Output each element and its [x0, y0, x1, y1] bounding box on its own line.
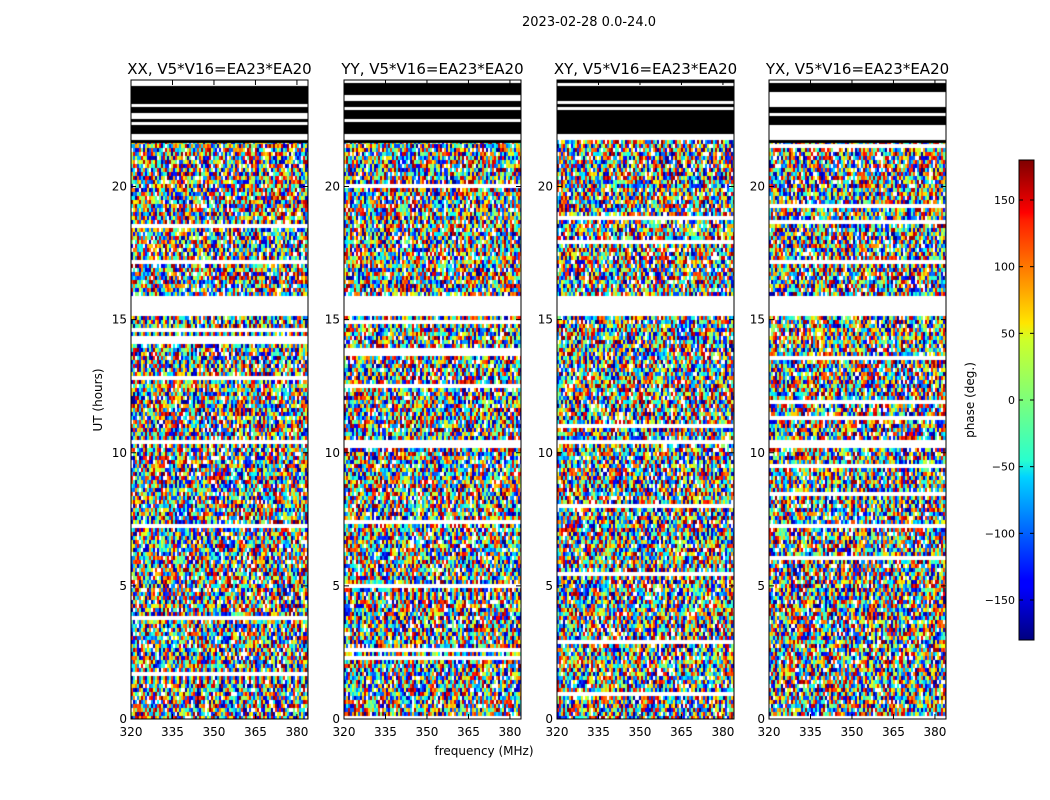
x-tick-label: 320: [120, 725, 143, 739]
panel-frame: [343, 79, 522, 720]
colorbar-tick-label: −150: [985, 594, 1015, 607]
colorbar-tick-label: 50: [1001, 327, 1015, 340]
x-tick-label: 365: [882, 725, 905, 739]
x-tick-label: 365: [244, 725, 267, 739]
panel-heatmap: [557, 80, 734, 719]
panel-frame: [130, 79, 309, 720]
y-tick-label: 10: [112, 446, 127, 460]
x-tick-label: 380: [498, 725, 521, 739]
panel-heatmap: [344, 80, 521, 719]
y-tick-label: 5: [119, 579, 127, 593]
panel-title: YX, V5*V16=EA23*EA20: [765, 60, 949, 78]
x-tick-label: 335: [374, 725, 397, 739]
y-tick-label: 10: [325, 446, 340, 460]
x-tick-label: 335: [799, 725, 822, 739]
y-tick-label: 20: [538, 180, 553, 194]
panel-title: XY, V5*V16=EA23*EA20: [554, 60, 737, 78]
panel-title: XX, V5*V16=EA23*EA20: [127, 60, 311, 78]
y-tick-label: 20: [325, 180, 340, 194]
colorbar-label: phase (deg.): [963, 362, 977, 438]
panel-frame: [768, 79, 947, 720]
panel-heatmap: [131, 80, 308, 719]
y-tick-label: 15: [750, 313, 765, 327]
x-axis-label: frequency (MHz): [434, 744, 533, 758]
y-tick-label: 15: [325, 313, 340, 327]
y-tick-label: 10: [750, 446, 765, 460]
y-tick-label: 0: [332, 712, 340, 726]
y-axis-label: UT (hours): [91, 368, 105, 431]
panel-title: YY, V5*V16=EA23*EA20: [340, 60, 523, 78]
panel-heatmap: [769, 80, 946, 719]
y-tick-label: 15: [538, 313, 553, 327]
x-tick-label: 320: [546, 725, 569, 739]
y-tick-label: 0: [757, 712, 765, 726]
panel-frame: [556, 79, 735, 720]
x-tick-label: 380: [923, 725, 946, 739]
y-tick-label: 0: [119, 712, 127, 726]
x-tick-label: 320: [333, 725, 356, 739]
figure-suptitle: 2023-02-28 0.0-24.0: [522, 15, 656, 30]
x-tick-label: 350: [203, 725, 226, 739]
colorbar-tick-label: 150: [994, 194, 1015, 207]
colorbar: 150 100 50 0 −50 −100 −150 phase (deg.): [963, 159, 1035, 641]
x-tick-label: 380: [711, 725, 734, 739]
y-tick-label: 0: [545, 712, 553, 726]
panel-1: XX, V5*V16=EA23*EA20 320 335 350 365 380 0 5 10 1…: [112, 60, 312, 739]
panels: XX, V5*V16=EA23*EA20 320 335 350 365 380 0 5 10 1…: [112, 60, 949, 739]
colorbar-tick-label: −50: [992, 461, 1015, 474]
panel-4: YX, V5*V16=EA23*EA20 320 335 350 365 380 0 5 10 1…: [750, 60, 949, 739]
y-tick-label: 20: [112, 180, 127, 194]
panel-3: XY, V5*V16=EA23*EA20 320 335 350 365 380 0 5 10 1…: [538, 60, 737, 739]
x-tick-label: 365: [670, 725, 693, 739]
x-tick-label: 335: [161, 725, 184, 739]
x-tick-label: 335: [587, 725, 610, 739]
panel-2: YY, V5*V16=EA23*EA20 320 335 350 365 380 0 5 10 1…: [325, 60, 524, 739]
y-tick-label: 5: [757, 579, 765, 593]
colorbar-tick-label: 0: [1008, 394, 1015, 407]
y-tick-label: 20: [750, 180, 765, 194]
y-tick-label: 5: [545, 579, 553, 593]
x-tick-label: 320: [758, 725, 781, 739]
x-tick-label: 380: [285, 725, 308, 739]
x-tick-label: 350: [841, 725, 864, 739]
x-tick-label: 350: [629, 725, 652, 739]
y-tick-label: 5: [332, 579, 340, 593]
y-tick-label: 15: [112, 313, 127, 327]
x-tick-label: 350: [416, 725, 439, 739]
colorbar-tick-label: −100: [985, 527, 1015, 540]
y-tick-label: 10: [538, 446, 553, 460]
colorbar-tick-label: 100: [994, 261, 1015, 274]
x-tick-label: 365: [457, 725, 480, 739]
